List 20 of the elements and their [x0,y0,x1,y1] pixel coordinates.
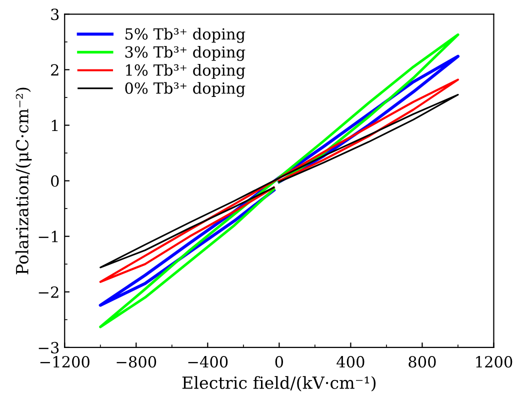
x-tick-label: −800 [116,356,156,368]
y-axis-title: Polarization/(μC·cm⁻²) [16,88,32,274]
legend-label: 0% Tb³⁺ doping [125,82,246,98]
legend-label: 3% Tb³⁺ doping [125,46,246,61]
x-tick-label: 1200 [476,356,512,368]
x-tick-label: 400 [336,356,364,368]
x-tick-label: 0 [275,356,284,368]
y-tick-label: 3 [51,8,59,20]
y-tick-label: 1 [52,120,58,132]
y-tick-label: 2 [51,64,58,76]
y-tick-label: −1 [38,230,58,242]
x-tick-label: −400 [188,356,228,368]
x-tick-label: −1200 [40,356,90,368]
x-tick-label: 800 [408,356,436,368]
legend-label: 5% Tb³⁺ doping [126,28,246,43]
x-axis-title: Electric field/(kV·cm⁻¹) [182,376,376,392]
y-tick-label: 0 [51,175,59,187]
y-tick-label: −3 [38,342,59,354]
legend-label: 1% Tb³⁺ doping [126,64,246,80]
y-tick-label: −2 [38,286,58,298]
